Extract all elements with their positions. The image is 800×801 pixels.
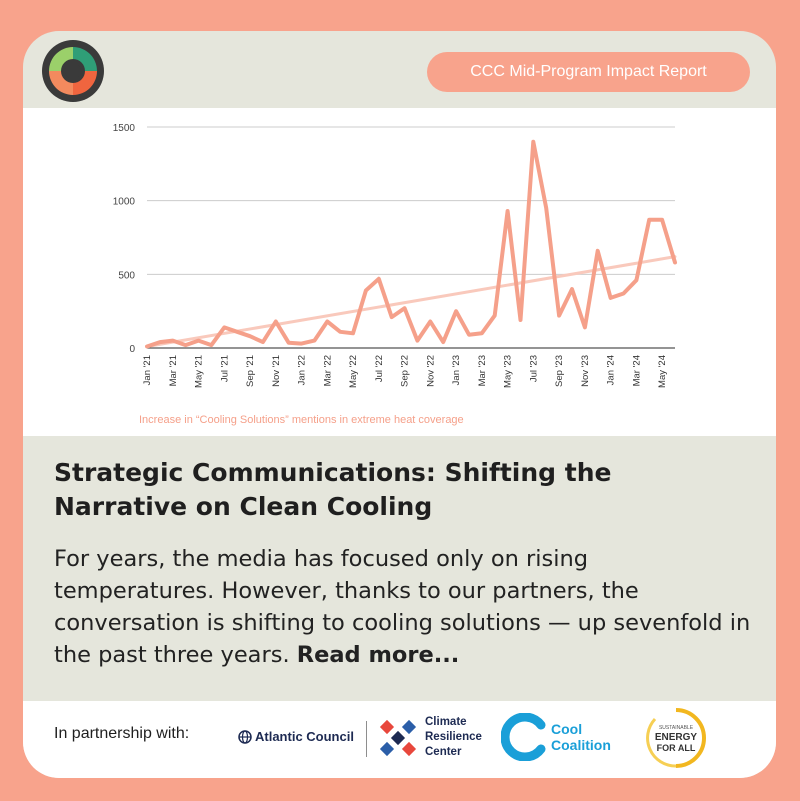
line-chart: 0 500 1000 1500 Jan '21 Mar '21 May '21 Jul '21… [113, 123, 677, 426]
x-tick-label: Jan '24 [606, 355, 617, 385]
x-tick-label: Jan '22 [297, 355, 308, 385]
x-tick-label: May '22 [348, 355, 359, 388]
x-tick-label: Sep '22 [400, 355, 411, 387]
ccc-logo-icon [42, 40, 104, 102]
se-line2: ENERGY [655, 732, 698, 743]
y-tick-label: 1500 [113, 123, 136, 134]
report-title-badge: CCC Mid-Program Impact Report [427, 52, 750, 92]
partners-footer: In partnership with: Atlantic Council Cl… [23, 701, 776, 778]
x-tick-label: Sep '21 [245, 355, 256, 387]
x-tick-label: Jul '22 [374, 355, 385, 382]
crc-line1: Climate [425, 716, 467, 728]
globe-icon [238, 729, 252, 744]
y-tick-label: 500 [118, 270, 135, 281]
read-more-link[interactable]: Read more... [296, 642, 460, 668]
x-tick-label: Mar '22 [322, 355, 333, 386]
x-tick-label: Nov '21 [271, 355, 282, 387]
climate-resilience-center-logo[interactable]: Climate Resilience Center [379, 715, 482, 760]
chart-caption: Increase in “Cooling Solutions” mentions… [139, 414, 464, 426]
x-tick-label: Mar '21 [168, 355, 179, 386]
x-tick-label: May '21 [194, 355, 205, 388]
cool-line1: Cool [551, 721, 583, 737]
x-tick-label: Nov '22 [425, 355, 436, 387]
cool-coalition-c-icon [501, 713, 546, 761]
x-tick-label: May '24 [657, 355, 668, 388]
x-tick-label: Jan '21 [142, 355, 153, 385]
crc-line2: Resilience [425, 731, 482, 743]
cool-coalition-logo[interactable]: Cool Coalition [501, 713, 611, 761]
article-headline: Strategic Communications: Shifting the N… [54, 458, 612, 521]
sustainable-energy-for-all-logo[interactable]: SUSTAINABLE ENERGY FOR ALL [645, 707, 707, 769]
x-tick-label: May '23 [503, 355, 514, 388]
atlantic-council-logo[interactable]: Atlantic Council [238, 729, 354, 744]
x-tick-label: Mar '24 [631, 355, 642, 386]
article-body: For years, the media has focused only on… [54, 543, 754, 671]
x-tick-label: Jan '23 [451, 355, 462, 385]
se-line3: FOR ALL [657, 743, 696, 753]
x-tick-label: Jul '21 [219, 355, 230, 382]
partner-divider [366, 721, 367, 757]
x-tick-label: Jul '23 [528, 355, 539, 382]
partner-label: In partnership with: [54, 725, 190, 742]
report-card: CCC Mid-Program Impact Report 0 500 1000 15… [23, 31, 776, 778]
series-line [145, 139, 677, 349]
y-tick-label: 1000 [113, 197, 136, 208]
article-body-text: For years, the media has focused only on… [54, 546, 751, 668]
x-tick-label: Mar '23 [477, 355, 488, 386]
crc-cross-icon [379, 719, 417, 756]
atlantic-council-name: Atlantic Council [255, 729, 354, 744]
y-tick-label: 0 [129, 344, 135, 355]
chart-panel: 0 500 1000 1500 Jan '21 Mar '21 May '21 Jul '21… [23, 108, 776, 436]
cool-line2: Coalition [551, 737, 611, 753]
x-tick-label: Sep '23 [554, 355, 565, 387]
se-line1: SUSTAINABLE [659, 725, 694, 731]
x-tick-label: Nov '23 [580, 355, 591, 387]
crc-line3: Center [425, 746, 462, 758]
